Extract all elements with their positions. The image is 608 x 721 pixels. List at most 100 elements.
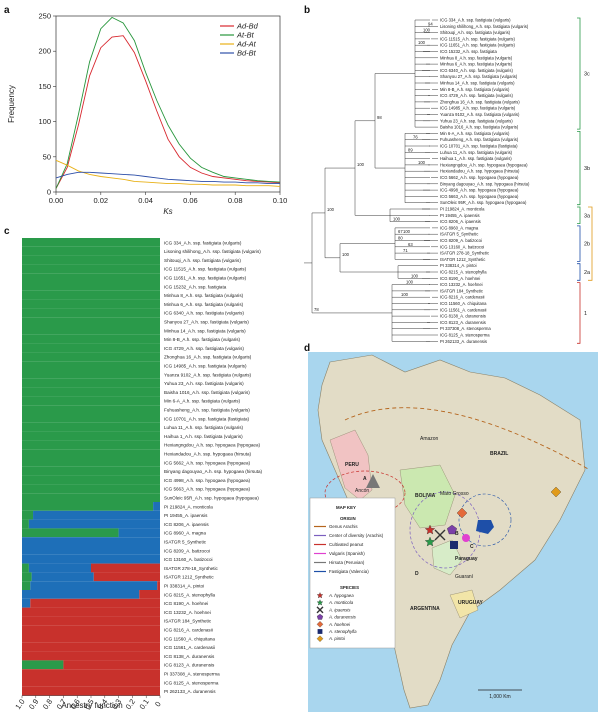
ancestry-bar-green [22, 290, 160, 300]
country-label: BOLIVIA [415, 493, 436, 499]
ancestry-bar-green [22, 370, 160, 379]
place-label: Guaraní [455, 574, 474, 580]
sample-label: ICG 11515_A.h. ssp. fastigiata (vulgaris… [164, 267, 247, 272]
panel-label-b: b [304, 5, 310, 16]
x-tick-label: 0.02 [93, 196, 108, 205]
sample-label: ICG 8209_A. batizocoi [164, 548, 210, 553]
ancestry-bar-blue [31, 572, 94, 582]
y-tick-label: 50 [43, 152, 51, 161]
ancestry-bar-green [22, 334, 160, 344]
clade-bracket [577, 206, 581, 224]
tree-leaf-label: ISATGR 5_Synthetic [440, 232, 478, 237]
x-tick-label: 0.9 [27, 697, 40, 711]
tree-leaf-label: PI 219824_A. monticola [440, 207, 485, 212]
sample-label: ICG 14985_A.h. ssp. fastigiata (vulgaris… [164, 364, 247, 369]
ancestry-bar-red [22, 669, 160, 678]
clade-label: 3a [584, 213, 591, 219]
ancestry-bar-green [22, 282, 160, 291]
bootstrap-value: 63 [408, 242, 413, 247]
square-icon [450, 541, 458, 549]
ancestry-bar-green [22, 299, 160, 309]
clade-label: 3c [584, 72, 590, 78]
ancestry-bar-green [22, 466, 160, 476]
region-letter: D [415, 571, 419, 577]
tree-leaf-label: Shanyou 27_A.h. ssp. fastigiata (vulgari… [440, 74, 518, 79]
tree-leaf-label: ICG 5662_A.h. ssp. hypogaea (hypogaea) [440, 175, 519, 180]
cross-icon [434, 529, 446, 541]
ancestry-bar-green [22, 317, 160, 326]
sample-label: ICG 5663_A.h. ssp. hypogaea (hypogaea) [164, 487, 251, 492]
y-tick-label: 200 [38, 47, 51, 56]
tree-leaf-label: ISATGR 1212_Synthetic [440, 257, 485, 262]
ancestry-bar-red [91, 563, 160, 573]
ancestry-bar-red [30, 598, 161, 608]
tree-leaf-label: Binyang dagouyao_A.h. ssp. hypogaea (hir… [440, 181, 530, 186]
ancestry-bar-blue [22, 598, 31, 608]
place-label: Mato Grosso [440, 491, 469, 497]
ancestry-bar-green [22, 563, 29, 573]
panel-label-c: c [4, 226, 10, 237]
tree-leaf-label: ICG 8123_A. duranensis [440, 320, 486, 325]
species-title: SPECIES [340, 585, 359, 590]
species-label: A. ipaensis [328, 607, 351, 612]
country-label: URUGUAY [458, 600, 483, 606]
species-label: A. duranensis [328, 615, 357, 620]
sample-label: ICG 13232_A. hoehnei [164, 610, 211, 615]
sample-label: ICG 4998_A.h. ssp. hypogaea (hypogaea) [164, 478, 251, 483]
ks-frequency-chart: Frequency Ks 0.00 0.02 0.04 0.06 0.08 0.10 0 50… [7, 12, 287, 217]
sample-label: Minhua 8_A.h. ssp. fastigiata (vulgaris) [164, 293, 244, 298]
center-ellipse-a [324, 470, 406, 516]
tree-leaf-label: ICG 8138_A. duranensis [440, 314, 486, 319]
bootstrap-value: 76 [413, 135, 418, 140]
tree-leaf-label: ICG 5663_A.h. ssp. hypogaea (hypogaea) [440, 194, 519, 199]
clade-label: 2b [584, 242, 590, 248]
series-line-ad-at [55, 159, 281, 187]
ancestry-bar-red [22, 686, 160, 696]
ancestry-bar-green [22, 528, 119, 538]
sample-label: PI 338314_A. pintoi [164, 584, 204, 589]
ancestry-bar-green [22, 255, 160, 265]
center-ellipse-c [458, 493, 512, 547]
hirsuta-triangle-icon [366, 474, 380, 488]
tree-leaf-label: Yuhua 23_A.h. ssp. fastigiata (vulgaris) [440, 118, 513, 123]
sample-label: Min 6-A_A.h. ssp. fastigiata (vulgaris) [164, 399, 241, 404]
ancestry-bar-green [22, 449, 160, 458]
y-tick-label: 250 [38, 12, 51, 21]
ancestry-bar-red [22, 625, 160, 634]
species-label: A. hoehnei [328, 622, 351, 627]
sample-label: ISATGR 278-18_Synthetic [164, 566, 218, 571]
legend-label: At-Bt [236, 31, 255, 40]
place-label: Ancón [355, 488, 369, 494]
origin-label: Genus Arachis [329, 524, 358, 529]
bootstrap-value: 100 [423, 28, 431, 33]
origin-label: Cultivated peanut [329, 542, 364, 547]
square-icon [317, 629, 323, 634]
bootstrap-value: 80 [398, 236, 403, 241]
tree-leaf-label: ICG 14985_A.h. ssp. fastigiata (vulgaris… [440, 106, 516, 111]
x-tick-label: 0.1 [137, 697, 150, 711]
tree-leaf-label: ICG 10701_A.h. ssp. fastigiata (fastigia… [440, 144, 518, 149]
south-america-map: PERU BRAZIL BOLIVIA Paraguay URUGUAY ARGENTIN… [308, 352, 598, 712]
ancestry-bar-green [22, 581, 31, 590]
sample-label: ICG 8125_A. stenosperma [164, 680, 219, 685]
tree-leaf-label: ICG 11515_A.h. ssp. fastigiata (vulgaris… [440, 36, 515, 41]
bootstrap-value: 100 [418, 160, 426, 165]
tree-leaf-label: Fuhuasheng_A.h. ssp. fastigiata (vulgari… [440, 137, 519, 142]
origin-label: Hirsuta (Peruvian) [329, 560, 365, 565]
country-label: Paraguay [455, 556, 478, 562]
clade-bracket [577, 131, 581, 206]
tree-leaf-label: PI 337308_A. stenosperma [440, 326, 491, 331]
sample-label: Fuhuasheng_A.h. ssp. fastigiata (vulgari… [164, 408, 250, 413]
ancestry-bar-blue [33, 510, 160, 520]
clade-bracket [577, 17, 581, 130]
y-tick-label: 150 [38, 82, 51, 91]
sample-label: ICG 15232_A.h. ssp. fastigiata [164, 284, 227, 289]
ancestry-bar-red [22, 678, 160, 687]
sample-label: PI 337308_A. stenosperma [164, 672, 220, 677]
cross-icon [316, 606, 324, 614]
ancestry-bar-red [22, 607, 160, 617]
ancestry-bar-red [139, 590, 160, 599]
sample-label: PI 262133_A. duranensis [164, 689, 216, 694]
sample-label: ISATGR 1212_Synthetic [164, 575, 214, 580]
